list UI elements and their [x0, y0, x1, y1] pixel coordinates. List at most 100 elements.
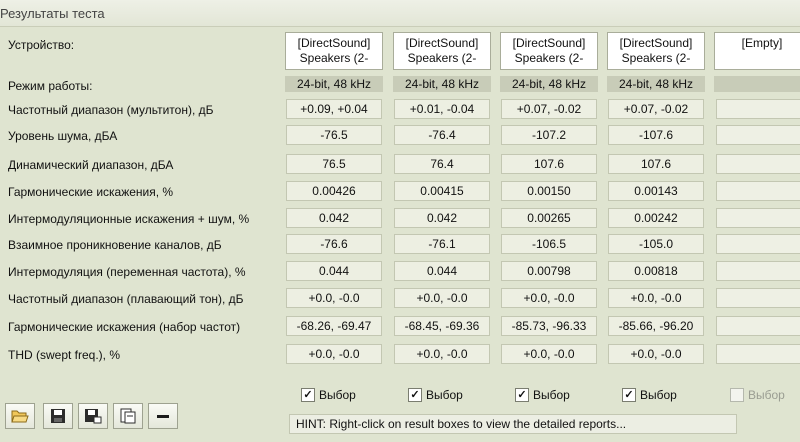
result-thd-set-4[interactable]: -85.66, -96.20	[608, 316, 704, 336]
result-crosstalk-3[interactable]: -106.5	[501, 234, 597, 254]
device-header-1[interactable]: [DirectSound] Speakers (2-	[285, 32, 383, 70]
result-thd-set-1[interactable]: -68.26, -69.47	[286, 316, 382, 336]
select-checkbox-3[interactable]: ✓ Выбор	[515, 386, 570, 404]
result-freq-multitone-3[interactable]: +0.07, -0.02	[501, 99, 597, 119]
result-noise-1[interactable]: -76.5	[286, 125, 382, 145]
label-imd-noise: Интермодуляционные искажения + шум, %	[8, 212, 250, 226]
select-checkbox-4[interactable]: ✓ Выбор	[622, 386, 677, 404]
device-header-4[interactable]: [DirectSound] Speakers (2-	[607, 32, 705, 70]
result-noise-5[interactable]	[716, 125, 800, 145]
save-as-icon	[85, 409, 102, 424]
label-freq-sliding: Частотный диапазон (плавающий тон), дБ	[8, 292, 244, 306]
checkbox-check-icon: ✓	[515, 387, 529, 402]
save-as-button[interactable]	[78, 403, 108, 429]
mode-cell-1: 24-bit, 48 kHz	[285, 76, 383, 92]
device-header-2[interactable]: [DirectSound] Speakers (2-	[393, 32, 491, 70]
window-title: Результаты теста	[0, 6, 105, 21]
select-checkbox-1[interactable]: ✓ Выбор	[301, 386, 356, 404]
result-thd-set-2[interactable]: -68.45, -69.36	[394, 316, 490, 336]
label-crosstalk: Взаимное проникновение каналов, дБ	[8, 238, 222, 252]
result-thd-3[interactable]: 0.00150	[501, 181, 597, 201]
result-noise-2[interactable]: -76.4	[394, 125, 490, 145]
result-freq-multitone-4[interactable]: +0.07, -0.02	[608, 99, 704, 119]
result-freq-sliding-2[interactable]: +0.0, -0.0	[394, 288, 490, 308]
label-thd-set: Гармонические искажения (набор частот)	[8, 320, 241, 334]
save-button[interactable]	[43, 403, 73, 429]
result-freq-sliding-4[interactable]: +0.0, -0.0	[608, 288, 704, 308]
result-freq-sliding-3[interactable]: +0.0, -0.0	[501, 288, 597, 308]
checkbox-label: Выбор	[748, 388, 785, 402]
copy-report-button[interactable]	[113, 403, 143, 429]
label-dynamic: Динамический диапазон, дБА	[8, 158, 174, 172]
label-freq-multitone: Частотный диапазон (мультитон), дБ	[8, 103, 214, 117]
mode-cell-3: 24-bit, 48 kHz	[500, 76, 598, 92]
open-folder-icon	[11, 410, 29, 423]
result-imd-noise-2[interactable]: 0.042	[394, 208, 490, 228]
result-thd-2[interactable]: 0.00415	[394, 181, 490, 201]
label-noise: Уровень шума, дБА	[8, 129, 118, 143]
result-freq-multitone-2[interactable]: +0.01, -0.04	[394, 99, 490, 119]
device-header-3[interactable]: [DirectSound] Speakers (2-	[500, 32, 598, 70]
copy-report-icon	[120, 408, 136, 424]
result-dynamic-2[interactable]: 76.4	[394, 154, 490, 174]
result-noise-3[interactable]: -107.2	[501, 125, 597, 145]
label-thd-swept: THD (swept freq.), %	[8, 348, 121, 362]
result-thd-4[interactable]: 0.00143	[608, 181, 704, 201]
result-noise-4[interactable]: -107.6	[608, 125, 704, 145]
label-thd: Гармонические искажения, %	[8, 185, 174, 199]
result-imd-swept-4[interactable]: 0.00818	[608, 261, 704, 281]
result-imd-noise-5[interactable]	[716, 208, 800, 228]
select-checkbox-2[interactable]: ✓ Выбор	[408, 386, 463, 404]
checkbox-label: Выбор	[319, 388, 356, 402]
device-subname: Speakers (2-	[621, 51, 691, 65]
checkbox-empty-icon	[730, 387, 744, 402]
device-header-5[interactable]: [Empty]	[714, 32, 800, 70]
result-dynamic-5[interactable]	[716, 154, 800, 174]
result-freq-multitone-5[interactable]	[716, 99, 800, 119]
result-imd-swept-1[interactable]: 0.044	[286, 261, 382, 281]
select-checkbox-5[interactable]: Выбор	[730, 386, 785, 404]
device-name: [DirectSound]	[405, 36, 479, 50]
result-thd-swept-4[interactable]: +0.0, -0.0	[608, 344, 704, 364]
result-freq-multitone-1[interactable]: +0.09, +0.04	[286, 99, 382, 119]
label-device: Устройство:	[8, 38, 75, 52]
open-button[interactable]	[5, 403, 35, 429]
result-dynamic-4[interactable]: 107.6	[608, 154, 704, 174]
device-name: [Empty]	[741, 36, 783, 50]
device-subname: Speakers (2-	[514, 51, 584, 65]
result-imd-noise-1[interactable]: 0.042	[286, 208, 382, 228]
result-freq-sliding-1[interactable]: +0.0, -0.0	[286, 288, 382, 308]
result-imd-noise-3[interactable]: 0.00265	[501, 208, 597, 228]
checkbox-check-icon: ✓	[622, 387, 636, 402]
device-name: [DirectSound]	[512, 36, 586, 50]
result-thd-swept-1[interactable]: +0.0, -0.0	[286, 344, 382, 364]
checkbox-label: Выбор	[426, 388, 463, 402]
device-name: [DirectSound]	[297, 36, 371, 50]
remove-button[interactable]	[148, 403, 178, 429]
result-thd-1[interactable]: 0.00426	[286, 181, 382, 201]
save-icon	[51, 409, 65, 423]
result-imd-noise-4[interactable]: 0.00242	[608, 208, 704, 228]
device-name: [DirectSound]	[619, 36, 693, 50]
hint-bar: HINT: Right-click on result boxes to vie…	[289, 414, 737, 434]
result-thd-set-3[interactable]: -85.73, -96.33	[501, 316, 597, 336]
result-imd-swept-5[interactable]	[716, 261, 800, 281]
result-dynamic-3[interactable]: 107.6	[501, 154, 597, 174]
result-imd-swept-2[interactable]: 0.044	[394, 261, 490, 281]
checkbox-label: Выбор	[533, 388, 570, 402]
result-thd-swept-5[interactable]	[716, 344, 800, 364]
result-crosstalk-1[interactable]: -76.6	[286, 234, 382, 254]
result-crosstalk-4[interactable]: -105.0	[608, 234, 704, 254]
checkbox-check-icon: ✓	[301, 387, 315, 402]
label-imd-swept: Интермодуляция (переменная частота), %	[8, 265, 246, 279]
result-thd-5[interactable]	[716, 181, 800, 201]
result-thd-set-5[interactable]	[716, 316, 800, 336]
result-freq-sliding-5[interactable]	[716, 288, 800, 308]
result-thd-swept-2[interactable]: +0.0, -0.0	[394, 344, 490, 364]
result-imd-swept-3[interactable]: 0.00798	[501, 261, 597, 281]
result-dynamic-1[interactable]: 76.5	[286, 154, 382, 174]
result-thd-swept-3[interactable]: +0.0, -0.0	[501, 344, 597, 364]
result-crosstalk-5[interactable]	[716, 234, 800, 254]
device-subname: Speakers (2-	[407, 51, 477, 65]
result-crosstalk-2[interactable]: -76.1	[394, 234, 490, 254]
